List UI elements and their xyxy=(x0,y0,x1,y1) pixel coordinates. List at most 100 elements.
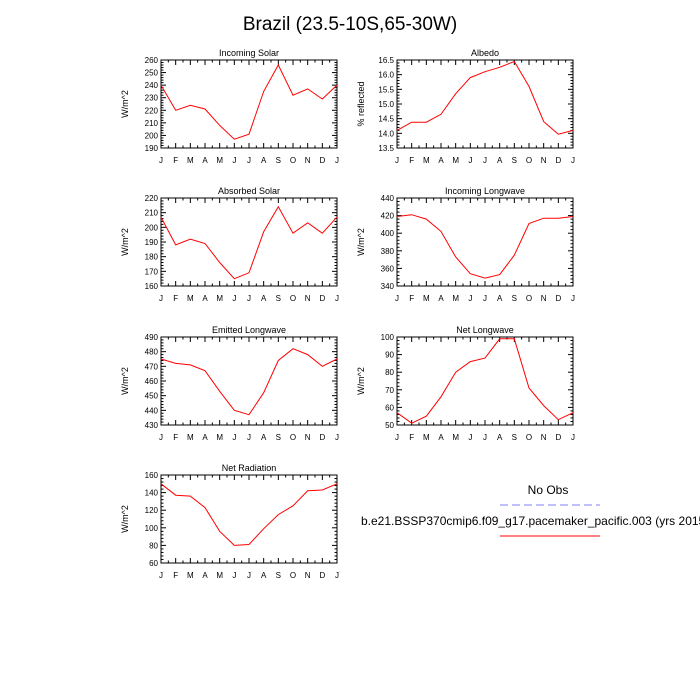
absorbed-solar-x-tick-label: F xyxy=(173,294,178,303)
incoming-longwave-x-tick-label: A xyxy=(438,294,444,303)
incoming-solar-x-tick-label: A xyxy=(261,156,267,165)
net-longwave-y-tick-label: 70 xyxy=(385,386,394,395)
emitted-longwave-y-tick-label: 440 xyxy=(145,406,159,415)
albedo-y-tick-label: 15.0 xyxy=(378,100,394,109)
net-longwave-series-model-line xyxy=(396,338,574,424)
incoming-solar-y-tick-label: 200 xyxy=(145,131,159,140)
legend-obs-label: No Obs xyxy=(528,483,569,497)
emitted-longwave-plot-frame xyxy=(160,336,338,426)
incoming-longwave-x-tick-label: F xyxy=(409,294,414,303)
net-longwave-y-tick-label: 80 xyxy=(385,368,394,377)
net-longwave-x-tick-label: N xyxy=(541,433,547,442)
emitted-longwave-x-tick-label: S xyxy=(276,433,281,442)
incoming-longwave-y-tick-label: 380 xyxy=(381,247,395,256)
incoming-longwave-x-tick-label: A xyxy=(497,294,503,303)
emitted-longwave-x-tick-label: A xyxy=(261,433,267,442)
incoming-solar-x-tick-label: J xyxy=(232,156,236,165)
incoming-longwave-x-tick-label: J xyxy=(468,294,472,303)
net-longwave-y-tick-label: 50 xyxy=(385,421,394,430)
albedo-x-tick-label: M xyxy=(452,156,459,165)
absorbed-solar-y-tick-label: 210 xyxy=(145,209,159,218)
net-radiation-y-tick-label: 100 xyxy=(145,524,159,533)
albedo-x-tick-label: J xyxy=(483,156,487,165)
incoming-solar-x-tick-label: O xyxy=(290,156,296,165)
absorbed-solar-y-tick-label: 170 xyxy=(145,267,159,276)
incoming-solar-x-tick-label: J xyxy=(159,156,163,165)
albedo-y-tick-label: 16.5 xyxy=(378,56,394,65)
legend: No Obs b.e21.BSSP370cmip6.f09_g17.pacema… xyxy=(361,483,700,537)
albedo-x-tick-label: J xyxy=(395,156,399,165)
incoming-longwave-x-tick-label: D xyxy=(555,294,561,303)
incoming-solar-y-tick-label: 230 xyxy=(145,94,159,103)
incoming-longwave-y-tick-label: 340 xyxy=(381,282,395,291)
absorbed-solar-series-model-line xyxy=(160,205,338,280)
absorbed-solar-x-tick-label: D xyxy=(319,294,325,303)
incoming-longwave-x-tick-label: N xyxy=(541,294,547,303)
albedo-x-tick-label: M xyxy=(423,156,430,165)
absorbed-solar-x-tick-label: M xyxy=(187,294,194,303)
incoming-solar-x-tick-label: M xyxy=(216,156,223,165)
net-longwave-x-tick-label: S xyxy=(512,433,517,442)
incoming-longwave-x-tick-label: M xyxy=(423,294,430,303)
absorbed-solar-x-tick-label: A xyxy=(202,294,208,303)
incoming-solar-x-tick-label: N xyxy=(305,156,311,165)
net-radiation-x-tick-label: M xyxy=(216,571,223,580)
emitted-longwave-x-tick-label: M xyxy=(187,433,194,442)
incoming-solar-x-tick-label: S xyxy=(276,156,281,165)
net-longwave-y-tick-label: 60 xyxy=(385,403,394,412)
net-longwave-y-tick-label: 100 xyxy=(381,333,395,342)
emitted-longwave-x-tick-label: J xyxy=(335,433,339,442)
net-radiation-x-tick-label: D xyxy=(319,571,325,580)
incoming-longwave-y-tick-label: 440 xyxy=(381,194,395,203)
incoming-solar-y-axis-label: W/m^2 xyxy=(120,90,130,118)
net-longwave-x-tick-label: J xyxy=(468,433,472,442)
albedo-x-tick-label: N xyxy=(541,156,547,165)
albedo-x-tick-label: J xyxy=(468,156,472,165)
albedo-x-tick-label: A xyxy=(497,156,503,165)
incoming-solar-y-tick-label: 190 xyxy=(145,144,159,153)
net-longwave-y-axis-label: W/m^2 xyxy=(356,367,366,395)
absorbed-solar-y-tick-label: 200 xyxy=(145,223,159,232)
albedo-x-tick-label: O xyxy=(526,156,532,165)
emitted-longwave-y-tick-label: 450 xyxy=(145,392,159,401)
emitted-longwave-x-tick-label: N xyxy=(305,433,311,442)
incoming-longwave-x-tick-label: J xyxy=(395,294,399,303)
legend-model-label: b.e21.BSSP370cmip6.f09_g17.pacemaker_pac… xyxy=(361,514,700,528)
incoming-longwave-y-tick-label: 400 xyxy=(381,229,395,238)
net-radiation-x-tick-label: J xyxy=(232,571,236,580)
albedo-series-model-line xyxy=(396,60,574,135)
incoming-solar-y-tick-label: 260 xyxy=(145,56,159,65)
net-radiation-x-tick-label: J xyxy=(335,571,339,580)
emitted-longwave-x-tick-label: M xyxy=(216,433,223,442)
absorbed-solar-x-tick-label: N xyxy=(305,294,311,303)
net-longwave-x-tick-label: D xyxy=(555,433,561,442)
emitted-longwave-y-axis-label: W/m^2 xyxy=(120,367,130,395)
incoming-solar-y-tick-label: 220 xyxy=(145,106,159,115)
net-radiation-x-tick-label: J xyxy=(159,571,163,580)
incoming-solar-x-tick-label: J xyxy=(247,156,251,165)
incoming-longwave-panel-title: Incoming Longwave xyxy=(445,186,525,196)
net-radiation-x-tick-label: S xyxy=(276,571,281,580)
figure-title: Brazil (23.5-10S,65-30W) xyxy=(243,14,457,35)
incoming-solar-x-tick-label: M xyxy=(187,156,194,165)
net-longwave-x-tick-label: A xyxy=(438,433,444,442)
emitted-longwave-x-tick-label: J xyxy=(232,433,236,442)
net-longwave-x-tick-label: M xyxy=(423,433,430,442)
incoming-longwave-y-tick-label: 420 xyxy=(381,212,395,221)
absorbed-solar-y-tick-label: 190 xyxy=(145,238,159,247)
net-longwave-x-tick-label: M xyxy=(452,433,459,442)
emitted-longwave-y-tick-label: 470 xyxy=(145,362,159,371)
emitted-longwave-y-tick-label: 490 xyxy=(145,333,159,342)
net-longwave-plot-frame xyxy=(396,336,574,426)
albedo-y-tick-label: 14.5 xyxy=(378,115,394,124)
net-longwave-x-tick-label: F xyxy=(409,433,414,442)
net-longwave-x-tick-label: J xyxy=(395,433,399,442)
albedo-y-tick-label: 14.0 xyxy=(378,129,394,138)
net-radiation-x-tick-label: F xyxy=(173,571,178,580)
net-longwave-y-tick-label: 90 xyxy=(385,351,394,360)
